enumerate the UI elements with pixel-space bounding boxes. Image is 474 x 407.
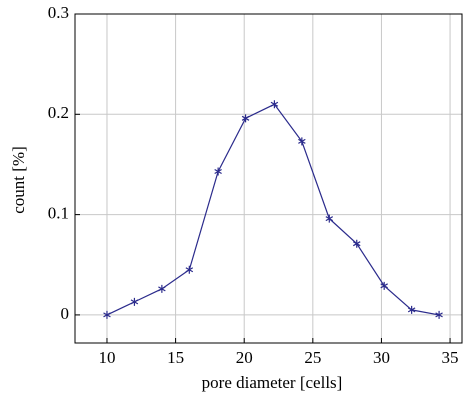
x-tick-label: 10 <box>98 348 115 367</box>
x-axis-label: pore diameter [cells] <box>202 373 343 392</box>
data-point <box>270 100 279 109</box>
plot-frame <box>74 13 463 344</box>
data-point <box>130 297 139 306</box>
y-tick-label: 0.1 <box>48 204 69 223</box>
data-point <box>103 310 111 319</box>
data-point <box>185 265 194 274</box>
data-point <box>407 305 416 314</box>
x-tick-label: 20 <box>236 348 253 367</box>
series-line <box>106 103 440 316</box>
y-tick-label: 0.2 <box>48 103 69 122</box>
data-point <box>298 137 306 146</box>
x-tick-label: 30 <box>373 348 390 367</box>
x-tick-label: 35 <box>442 348 459 367</box>
data-point <box>214 167 222 176</box>
data-point <box>241 114 250 123</box>
data-point <box>325 214 334 223</box>
data-point <box>352 239 361 248</box>
y-axis-label: count [%] <box>9 146 28 214</box>
y-tick-label: 0 <box>61 304 70 323</box>
x-tick-label: 15 <box>167 348 184 367</box>
y-tick-label: 0.3 <box>48 3 69 22</box>
data-point <box>380 281 388 290</box>
data-point <box>435 310 443 319</box>
x-tick-label: 25 <box>304 348 321 367</box>
data-point <box>158 284 166 293</box>
